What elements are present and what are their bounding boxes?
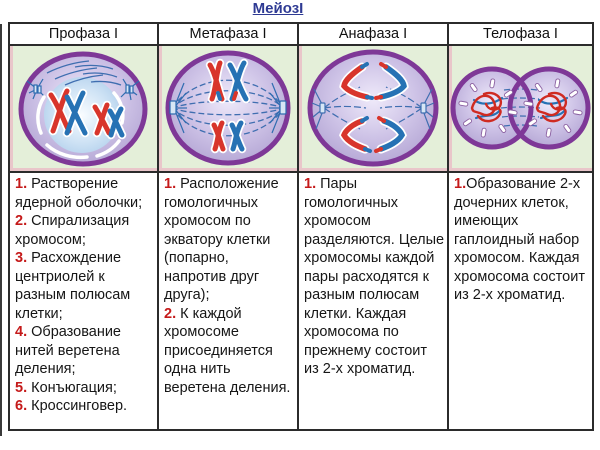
phase-note: 1.Образование 2-х дочерних клеток, имеющ… [454, 176, 585, 303]
header-row: Профаза I Метафаза I Анафаза I Телофаза … [8, 22, 594, 46]
note-number: 2. [164, 305, 177, 322]
prophase-image-cell [8, 44, 159, 173]
page-title: МейозI [252, 0, 304, 17]
note-number: 1. [304, 176, 317, 192]
phase-note: 6. Кроссинговер. [15, 398, 128, 414]
bivalents-at-equator [205, 58, 251, 154]
cell-membrane [165, 50, 291, 166]
note-number: 2. [15, 213, 28, 229]
note-number: 6. [15, 398, 28, 414]
centrioles [169, 82, 287, 134]
telophase-image-cell [447, 44, 594, 173]
illustration-row [8, 44, 594, 173]
column-header-telophase: Телофаза I [447, 22, 594, 46]
anaphase-image-cell [297, 44, 449, 173]
prophase-1-cell-illustration [18, 51, 148, 167]
metaphase-notes: 1. Расположение гомологичных хромосом по… [159, 173, 297, 429]
remnant-spindle-fibers [500, 88, 541, 127]
note-number: 4. [15, 324, 28, 340]
anaphase-text-cell: 1. Пары гомологичных хромосом разделяютс… [297, 171, 449, 431]
anaphase-1-cell-illustration [307, 49, 439, 167]
phase-note: 1. Расположение гомологичных хромосом по… [164, 176, 279, 303]
phase-note: 1. Растворение ядерной оболочки; [15, 176, 143, 211]
note-number: 5. [15, 379, 28, 396]
note-number: 1. [164, 176, 177, 192]
note-number: 1. [454, 176, 467, 192]
telophase-text-cell: 1.Образование 2-х дочерних клеток, имеющ… [447, 171, 594, 431]
spindle-forming-fibers [46, 60, 122, 86]
phase-note: 2. Спирализация хромосом; [15, 213, 130, 248]
phase-note: 1. Пары гомологичных хромосом разделяютс… [304, 176, 445, 377]
note-number: 3. [15, 250, 28, 266]
prophase-notes: 1. Растворение ядерной оболочки; 2. Спира… [10, 173, 157, 429]
prophase-text-cell: 1. Растворение ядерной оболочки; 2. Спира… [8, 171, 159, 431]
metaphase-text-cell: 1. Расположение гомологичных хромосом по… [157, 171, 299, 431]
phase-note: 2. К каждой хромосоме присоединяется одн… [164, 305, 291, 396]
anaphase-notes: 1. Пары гомологичных хромосом разделяютс… [299, 173, 447, 429]
aster-fibers [311, 86, 435, 130]
metaphase-image-cell [157, 44, 299, 173]
telophase-1-cell-illustration [450, 66, 591, 150]
slide-left-edge [0, 24, 2, 436]
phase-note: 5. Конъюгация; [15, 379, 117, 396]
bivalent-chromosomes [46, 86, 127, 140]
telophase-notes: 1.Образование 2-х дочерних клеток, имеющ… [449, 173, 592, 429]
centriole-asters [26, 78, 140, 101]
metaphase-1-cell-illustration [165, 50, 291, 166]
phase-note: 4. Образование нитей веретена деления; [15, 324, 121, 377]
meiosis-phase-table: Профаза I Метафаза I Анафаза I Телофаза … [8, 22, 594, 431]
cell-membrane [307, 49, 439, 167]
column-header-metaphase: Метафаза I [157, 22, 299, 46]
column-header-prophase: Профаза I [8, 22, 159, 46]
phase-note: 3. Расхождение центриолей к разным полюс… [15, 250, 131, 322]
separating-chromosomes [339, 62, 409, 154]
column-header-anaphase: Анафаза I [297, 22, 449, 46]
description-row: 1. Растворение ядерной оболочки; 2. Спира… [8, 171, 594, 431]
note-number: 1. [15, 176, 28, 192]
